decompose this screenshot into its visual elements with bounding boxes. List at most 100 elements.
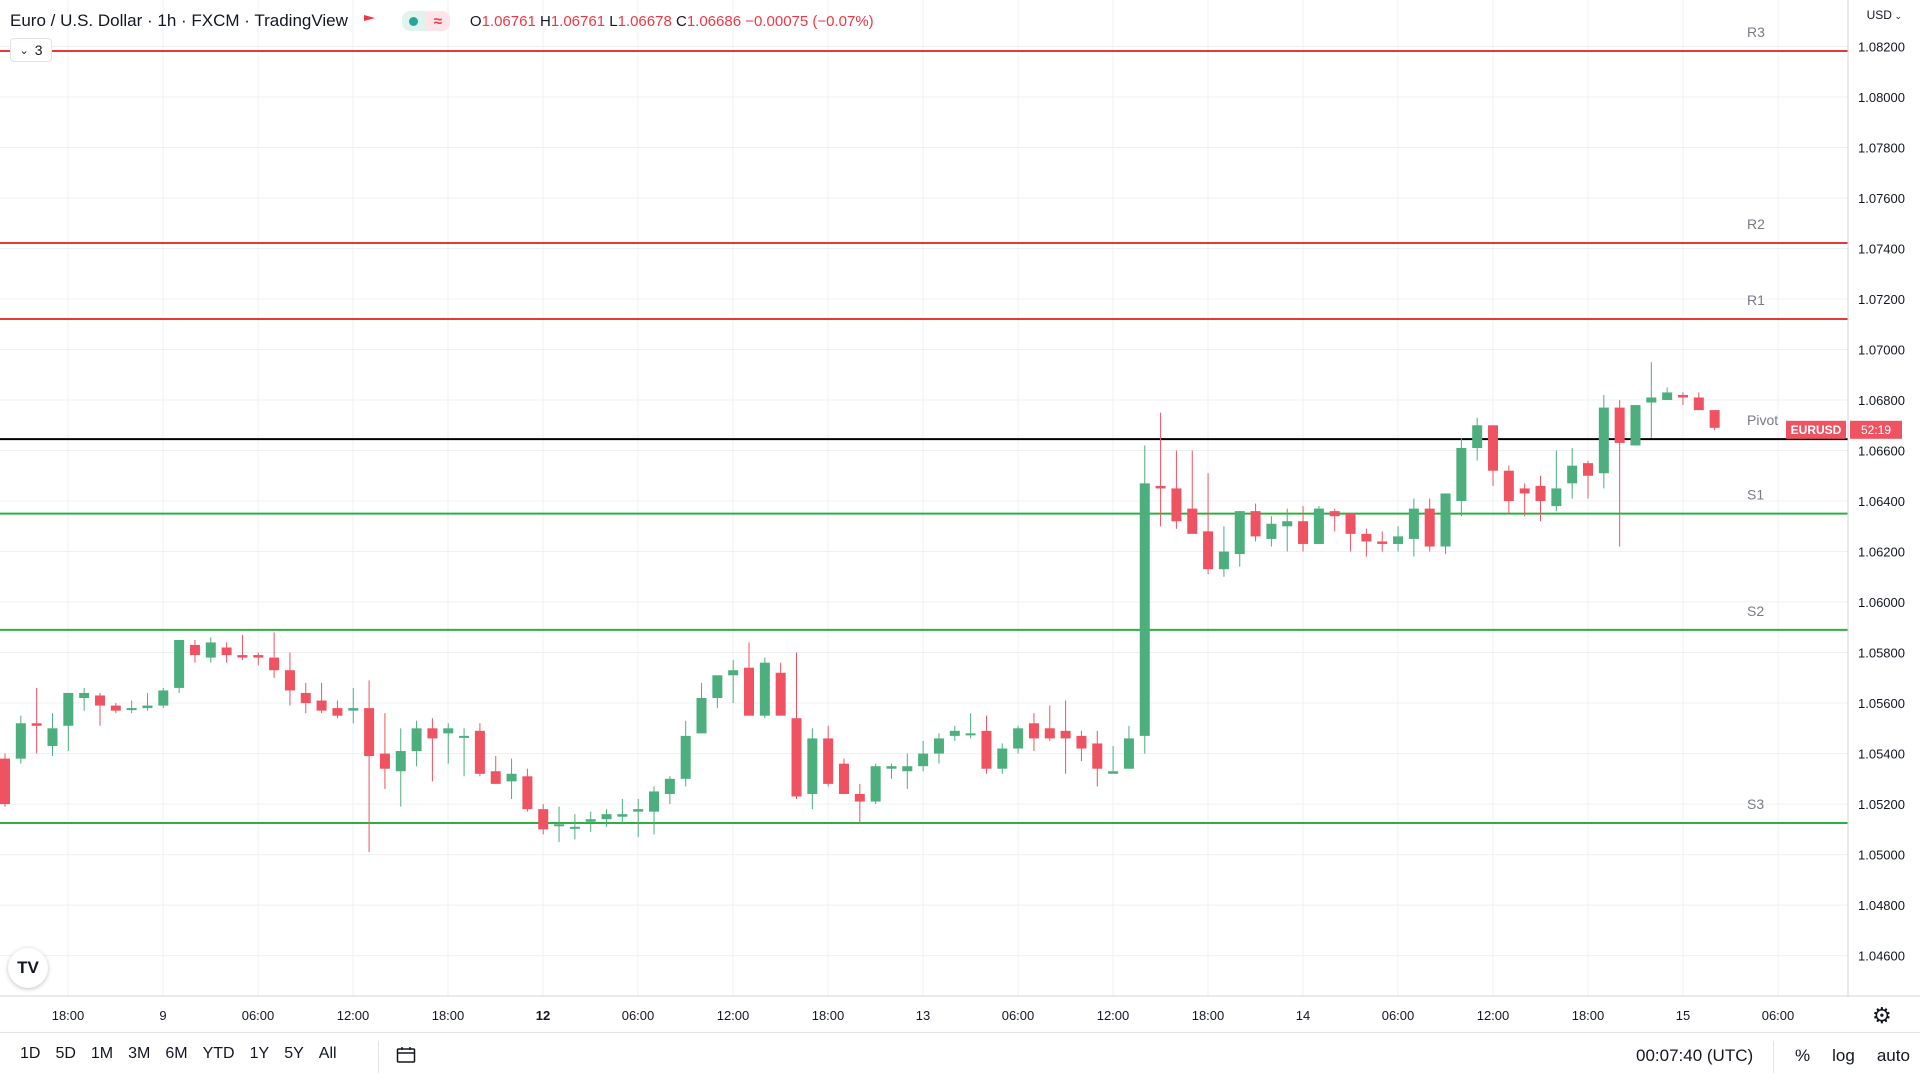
candle[interactable] [918, 740, 929, 772]
chart-legend[interactable]: Euro / U.S. Dollar · 1h · FXCM · Trading… [10, 10, 874, 32]
candle[interactable] [1028, 713, 1039, 752]
candle[interactable] [1139, 445, 1150, 754]
candle[interactable] [1044, 705, 1055, 741]
candle[interactable] [1630, 405, 1641, 446]
tradingview-logo[interactable]: TV [8, 948, 48, 988]
candle[interactable] [427, 718, 438, 782]
candle[interactable] [1329, 508, 1340, 532]
percent-scale-toggle[interactable]: % [1795, 1046, 1811, 1065]
candle[interactable] [1298, 506, 1309, 552]
candle[interactable] [1123, 725, 1134, 769]
candle[interactable] [1282, 508, 1293, 552]
candle[interactable] [205, 637, 216, 663]
candle[interactable] [47, 713, 58, 757]
candle[interactable] [1456, 437, 1467, 517]
candle[interactable] [31, 687, 42, 754]
candle[interactable] [506, 758, 517, 800]
candle[interactable] [664, 776, 675, 805]
candle[interactable] [933, 733, 944, 764]
candle[interactable] [1060, 700, 1071, 774]
symbol-title[interactable]: Euro / U.S. Dollar · 1h · FXCM · Trading… [10, 11, 348, 30]
candle[interactable] [791, 652, 802, 800]
candle[interactable] [1709, 410, 1720, 431]
candle[interactable] [1393, 526, 1404, 552]
candle[interactable] [142, 692, 153, 711]
candle[interactable] [332, 700, 343, 719]
candle[interactable] [680, 720, 691, 787]
candle[interactable] [807, 728, 818, 810]
candle[interactable] [411, 720, 422, 767]
candle[interactable] [1519, 483, 1530, 517]
range-1m-button[interactable]: 1M [90, 1045, 114, 1062]
candle[interactable] [1583, 460, 1593, 499]
candle[interactable] [253, 652, 264, 666]
candle[interactable] [348, 687, 359, 724]
candle[interactable] [1693, 392, 1704, 411]
candle[interactable] [269, 632, 280, 678]
range-all-button[interactable]: All [318, 1045, 337, 1062]
log-scale-toggle[interactable]: log [1832, 1046, 1855, 1065]
candle[interactable] [379, 713, 390, 789]
candle[interactable] [649, 786, 660, 835]
candle[interactable] [902, 753, 913, 789]
candle[interactable] [759, 657, 770, 719]
candle[interactable] [538, 804, 549, 835]
candle[interactable] [474, 723, 485, 777]
candle[interactable] [1108, 745, 1119, 774]
candle[interactable] [237, 634, 248, 661]
candle[interactable] [284, 652, 295, 706]
candle[interactable] [174, 639, 185, 693]
candle[interactable] [63, 692, 74, 752]
candle[interactable] [459, 728, 470, 777]
go-to-date-calendar-icon[interactable] [396, 1046, 416, 1069]
candle[interactable] [1535, 475, 1546, 522]
candle[interactable] [1614, 400, 1625, 547]
candle[interactable] [1313, 506, 1324, 544]
candle[interactable] [1234, 511, 1245, 567]
candle[interactable] [1187, 450, 1198, 534]
candle[interactable] [1203, 473, 1214, 575]
candle[interactable] [617, 799, 628, 825]
range-5d-button[interactable]: 5D [55, 1045, 76, 1062]
candle[interactable] [395, 728, 406, 807]
candle[interactable] [1662, 387, 1673, 401]
candle[interactable] [126, 700, 137, 714]
candle[interactable] [1424, 498, 1435, 552]
range-ytd-button[interactable]: YTD [202, 1045, 235, 1062]
candle[interactable] [110, 703, 121, 714]
range-1y-button[interactable]: 1Y [249, 1045, 270, 1062]
candle[interactable] [300, 682, 311, 714]
flag-icon[interactable] [362, 14, 376, 28]
candle[interactable] [1250, 503, 1261, 542]
candle[interactable] [949, 725, 960, 741]
candle[interactable] [316, 682, 327, 714]
candle[interactable] [79, 687, 90, 711]
candle[interactable] [1472, 417, 1483, 461]
candle[interactable] [1567, 447, 1578, 499]
candle[interactable] [1361, 528, 1372, 557]
candle[interactable] [15, 715, 26, 764]
candle[interactable] [1092, 730, 1103, 787]
candle[interactable] [364, 680, 375, 853]
candle[interactable] [633, 799, 644, 837]
candle[interactable] [1377, 531, 1388, 552]
candle[interactable] [823, 725, 834, 787]
auto-scale-toggle[interactable]: auto [1876, 1046, 1910, 1065]
candle[interactable] [1646, 362, 1657, 438]
candle[interactable] [158, 687, 169, 709]
range-3m-button[interactable]: 3M [128, 1045, 151, 1062]
candle[interactable] [981, 715, 992, 774]
candle[interactable] [997, 743, 1008, 774]
candle[interactable] [189, 639, 200, 663]
candle[interactable] [1440, 493, 1451, 555]
currency-selector[interactable]: USD ⌄ [1866, 8, 1902, 22]
candle[interactable] [1266, 516, 1277, 547]
candle[interactable] [1598, 394, 1609, 489]
candle[interactable] [1503, 465, 1514, 514]
candle[interactable] [1171, 450, 1182, 529]
candle[interactable] [728, 660, 739, 704]
candle[interactable] [1677, 392, 1688, 406]
candle[interactable] [1488, 425, 1499, 486]
candle[interactable] [870, 763, 881, 805]
